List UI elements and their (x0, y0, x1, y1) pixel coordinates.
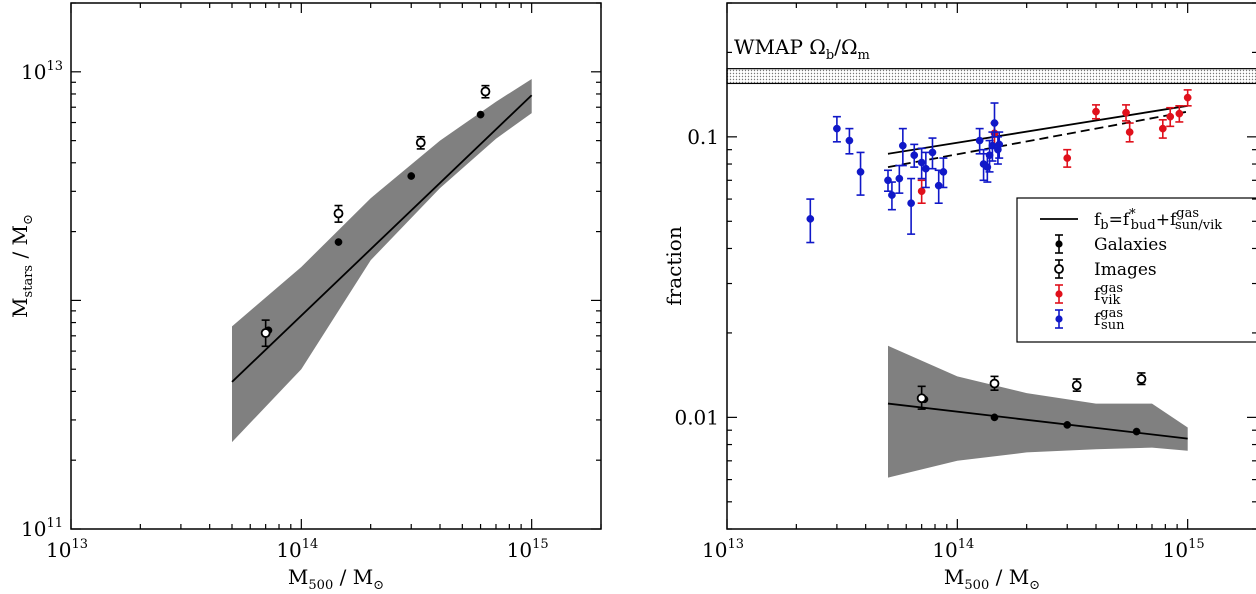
images-point (1136, 374, 1147, 384)
right-x-tick-label: 1013 (702, 537, 744, 562)
legend-marker (1055, 290, 1063, 298)
f-sun-gas-point (895, 174, 904, 183)
left-y-tick-label: 1011 (21, 516, 63, 541)
stars-mass-band (232, 79, 532, 443)
stellar-band-area (888, 345, 1188, 478)
f-vik-gas-point (1175, 109, 1184, 118)
f-sun-gas-point (898, 141, 907, 150)
fb-dashed-line (887, 110, 1188, 168)
f-sun-gas-point (975, 136, 984, 145)
galaxies-point (334, 238, 343, 246)
f-vik-gas-point (1166, 112, 1175, 121)
galaxies-point (1063, 421, 1072, 429)
stars-mass-fit-line (231, 94, 533, 383)
legend-marker (1054, 264, 1064, 274)
legend-fsun-label: fgas sun (1094, 306, 1125, 333)
right-y-axis-label: fraction (662, 226, 686, 306)
f-sun-gas-point (995, 140, 1004, 149)
images-point (989, 378, 1000, 389)
wmap-band-area (726, 68, 1256, 85)
wmap-label: WMAP Ωb/Ωm (734, 35, 870, 63)
f-sun-gas-point (907, 199, 915, 208)
fb-solid-line (887, 104, 1188, 155)
wmap-band (726, 68, 1256, 85)
legend-images-label: Images (1094, 260, 1157, 280)
right-panel: WMAP Ωb/Ωm fb=f* bud+fgas sun/vik Galaxies… (662, 2, 1256, 593)
legend-marker (1055, 240, 1063, 248)
legend-fvik-label: fgas vik (1094, 281, 1123, 308)
f-vik-gas-point (1183, 93, 1192, 102)
left-y-tick-label: 1013 (21, 59, 63, 84)
right-data-points (806, 89, 1192, 436)
images-point (415, 137, 426, 148)
left-x-tick-label: 1014 (276, 537, 318, 562)
right-y-tick-label: 0.01 (674, 405, 719, 429)
f-sun-gas-point (806, 215, 815, 223)
f-sun-gas-point (939, 168, 948, 176)
f-sun-gas-point (845, 136, 854, 145)
images-point (333, 208, 344, 219)
left-axis-ticks (70, 2, 602, 530)
right-x-axis-label: M500 / M⊙ (944, 565, 1040, 593)
right-axis-ticks (726, 2, 1256, 530)
galaxies-point (476, 110, 485, 119)
right-plot-frame (726, 2, 1256, 530)
left-data-points (260, 84, 491, 348)
f-sun-gas-point (833, 124, 841, 133)
right-tick-labels: 1013 1014 1015 0.01 0.1 (674, 125, 1204, 562)
left-x-axis-label: M500 / M⊙ (288, 565, 384, 593)
left-x-tick-label: 1013 (46, 537, 88, 562)
f-sun-gas-point (888, 191, 896, 199)
f-vik-gas-point (1122, 108, 1130, 117)
f-vik-gas-point (1158, 124, 1167, 133)
right-y-tick-label: 0.1 (687, 125, 719, 149)
galaxies-point (407, 172, 416, 180)
f-vik-gas-point (1063, 154, 1072, 162)
galaxies-point (1132, 427, 1141, 436)
legend-marker (1055, 315, 1063, 323)
f-sun-gas-point (922, 164, 930, 173)
stars-band-area (232, 79, 532, 443)
images-point (260, 328, 271, 338)
legend-fb-label: fb=f* bud+fgas sun/vik (1094, 206, 1222, 233)
right-x-tick-label: 1014 (932, 537, 974, 562)
f-sun-gas-point (917, 158, 926, 167)
images-point (480, 86, 491, 97)
stellar-fraction-band (888, 345, 1188, 478)
right-x-tick-label: 1015 (1163, 537, 1205, 562)
stars-fit-line (231, 94, 533, 383)
f-sun-gas-point (990, 119, 999, 127)
legend-markers (1054, 234, 1064, 329)
f-vik-gas-point (1092, 107, 1100, 116)
galaxies-point (990, 413, 999, 422)
f-sun-gas-point (928, 148, 937, 157)
left-plot-frame (70, 2, 602, 530)
left-y-axis-label: Mstars / M⊙ (8, 214, 36, 318)
f-sun-gas-point (910, 151, 919, 160)
f-sun-gas-point (856, 168, 865, 176)
images-point (1071, 380, 1082, 391)
legend: fb=f* bud+fgas sun/vik Galaxies Images fga… (1016, 197, 1256, 343)
images-point (916, 393, 927, 404)
legend-galaxies-label: Galaxies (1094, 235, 1167, 255)
left-x-tick-label: 1015 (507, 537, 549, 562)
f-vik-gas-point (1125, 128, 1134, 136)
f-vik-gas-point (917, 187, 926, 196)
